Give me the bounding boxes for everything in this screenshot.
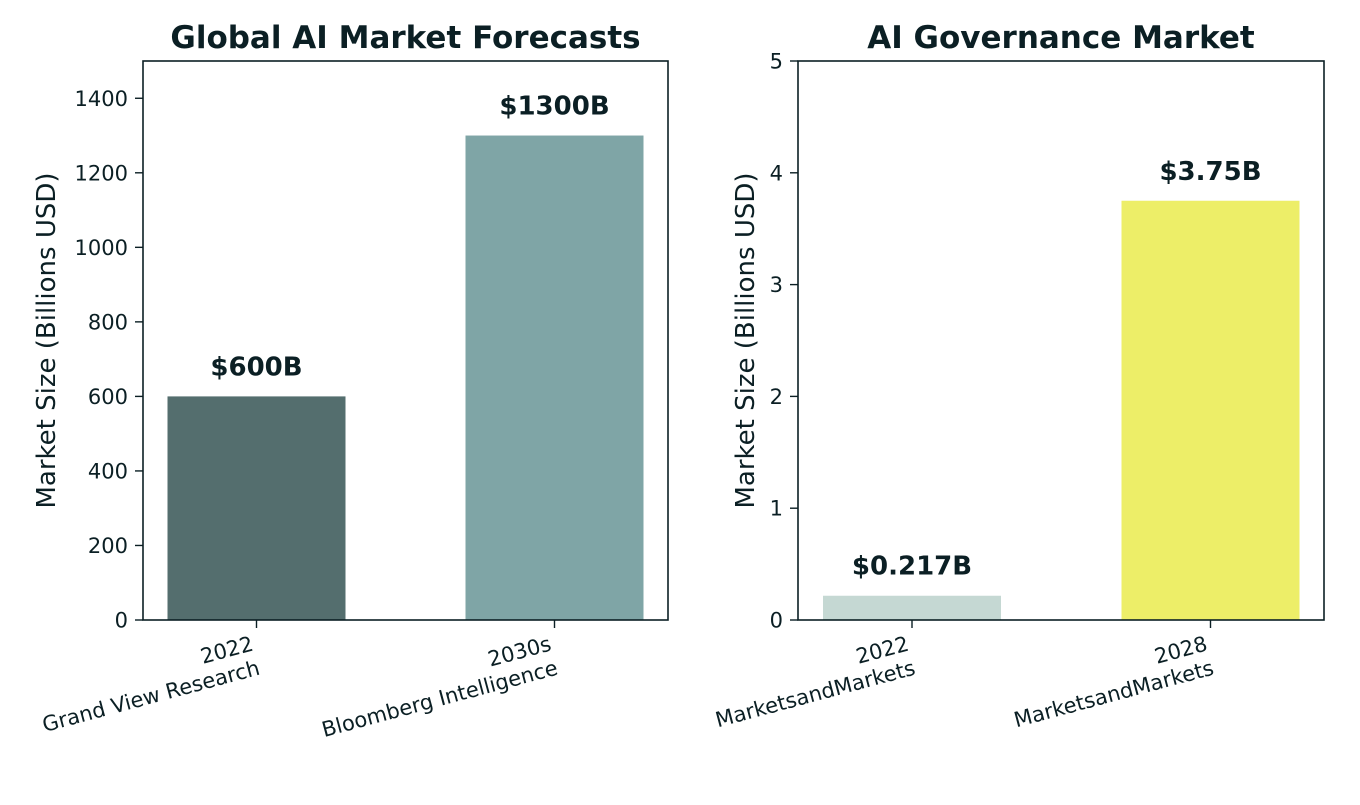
y-tick-label: 0 [115, 609, 128, 633]
data-label: $0.217B [852, 552, 972, 582]
y-tick-label: 200 [88, 534, 128, 558]
x-tick-label: Bloomberg Intelligence [319, 656, 560, 742]
bar [823, 595, 1001, 620]
bar [1121, 200, 1300, 620]
y-axis-label: Market Size (Billions USD) [32, 172, 62, 508]
data-label: $600B [210, 352, 302, 382]
data-label: $1300B [499, 92, 609, 122]
chart-title: Global AI Market Forecasts [170, 20, 640, 56]
plot-frame [142, 60, 669, 621]
chart-title: AI Governance Market [867, 20, 1255, 56]
y-tick-label: 4 [770, 161, 783, 185]
y-tick-label: 3 [770, 273, 783, 297]
y-tick-label: 2 [770, 385, 783, 409]
bar [465, 135, 644, 621]
y-tick-label: 1000 [75, 236, 128, 260]
bar [167, 396, 346, 620]
x-tick-label: Grand View Research [40, 656, 263, 737]
plot-frame [797, 60, 1325, 621]
y-tick-label: 1 [770, 497, 783, 521]
y-tick-label: 1200 [75, 161, 128, 185]
y-tick-label: 400 [88, 459, 128, 483]
y-tick-label: 1400 [75, 87, 128, 111]
x-tick-label: MarketsandMarkets [1011, 656, 1216, 732]
y-tick-label: 600 [88, 385, 128, 409]
x-tick-label: MarketsandMarkets [713, 656, 918, 732]
y-tick-label: 0 [770, 609, 783, 633]
data-label: $3.75B [1159, 157, 1261, 187]
y-tick-label: 800 [88, 310, 128, 334]
y-tick-label: 5 [770, 50, 783, 74]
y-axis-label: Market Size (Billions USD) [731, 172, 761, 508]
